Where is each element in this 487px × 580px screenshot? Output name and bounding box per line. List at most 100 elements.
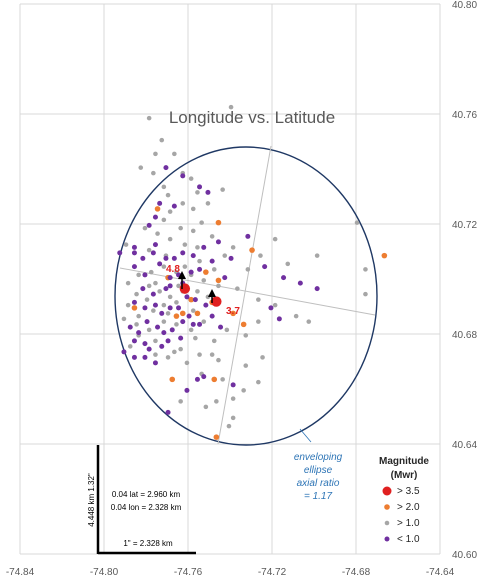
data-point (151, 308, 156, 313)
data-point (228, 104, 234, 110)
data-point (176, 305, 182, 311)
data-point (240, 321, 247, 328)
data-point (125, 302, 131, 308)
data-point (194, 376, 200, 382)
data-point (216, 357, 221, 363)
data-point (142, 272, 148, 278)
data-point (136, 330, 142, 336)
data-point (142, 305, 148, 311)
data-point (171, 203, 177, 209)
data-point (195, 190, 200, 195)
data-point (176, 283, 181, 289)
data-point (201, 319, 207, 324)
data-point (188, 327, 194, 333)
data-point (163, 165, 169, 171)
data-point (150, 250, 156, 256)
data-point (228, 255, 234, 261)
data-point (127, 324, 133, 330)
data-point (192, 297, 198, 303)
data-point (178, 399, 183, 404)
data-point (297, 280, 303, 286)
data-point (161, 217, 167, 223)
data-point (211, 267, 217, 272)
data-point (167, 283, 173, 289)
data-point (197, 266, 203, 272)
data-point (152, 360, 158, 366)
data-point (363, 291, 368, 297)
data-point (146, 327, 152, 333)
scale-line-2: 0.04 lon = 2.328 km (111, 503, 182, 512)
data-point (190, 206, 196, 212)
data-point (249, 247, 255, 253)
data-point (131, 264, 137, 270)
data-point (154, 206, 161, 212)
data-point (197, 258, 202, 264)
data-point (203, 404, 209, 410)
data-point (165, 409, 171, 415)
data-point (117, 250, 123, 256)
data-point (243, 363, 249, 368)
legend: Magnitude (Mwr) > 3.5 > 2.0 > 1.0 < 1.0 (379, 456, 429, 545)
data-point (179, 310, 186, 317)
legend-entry-label: < 1.0 (397, 534, 420, 545)
data-point (178, 225, 183, 231)
magnitude-label-4-8: 4.8 (166, 264, 180, 275)
data-point (142, 341, 148, 347)
data-point (209, 258, 215, 264)
data-point (134, 291, 139, 297)
data-point (184, 387, 190, 393)
data-points (117, 104, 388, 440)
chart-title: Longitude vs. Latitude (169, 108, 335, 127)
data-point (306, 319, 312, 324)
data-point (146, 247, 152, 253)
data-point (195, 245, 200, 250)
data-point (218, 324, 224, 330)
enveloping-ellipse (114, 146, 378, 446)
data-point (188, 269, 194, 275)
data-point (216, 283, 221, 289)
data-point (272, 302, 278, 308)
data-point (188, 296, 194, 303)
data-point (205, 189, 211, 195)
data-point (182, 264, 188, 269)
data-point (155, 231, 160, 236)
data-point (131, 250, 137, 256)
data-point (197, 321, 203, 327)
data-point (144, 297, 150, 302)
data-point (131, 354, 137, 360)
data-point (163, 255, 169, 261)
legend-title-line-1: Magnitude (379, 456, 429, 467)
data-point (155, 324, 161, 330)
data-point (314, 286, 320, 292)
data-point (165, 192, 171, 198)
data-point (197, 184, 203, 190)
data-point (293, 313, 299, 319)
data-point (276, 316, 282, 322)
data-point (260, 355, 265, 360)
data-point (190, 253, 196, 259)
legend-entry-label: > 1.0 (397, 518, 420, 529)
ellipse-annotation-line-2: ellipse (304, 465, 333, 476)
data-point (150, 291, 156, 297)
y-tick-label: 40.76 (452, 110, 477, 121)
data-point (230, 396, 236, 401)
data-point (215, 219, 222, 226)
x-tick-label: -74.64 (426, 567, 455, 578)
data-point (209, 234, 215, 239)
data-point (140, 286, 146, 292)
scale-horizontal-label: 1" = 2.328 km (123, 539, 173, 548)
ellipse-annotation-line-1: enveloping (294, 452, 343, 463)
legend-marker (384, 520, 390, 526)
data-point (131, 299, 137, 305)
data-point (125, 280, 131, 286)
data-point (186, 313, 192, 319)
arrow-marker-2 (208, 289, 216, 303)
arrow-marker-1 (178, 271, 186, 289)
data-point (211, 338, 217, 344)
data-point (121, 349, 127, 355)
data-point (354, 220, 360, 225)
data-point (178, 335, 184, 341)
data-point (151, 170, 156, 176)
data-point (121, 316, 127, 322)
legend-marker (384, 536, 390, 542)
